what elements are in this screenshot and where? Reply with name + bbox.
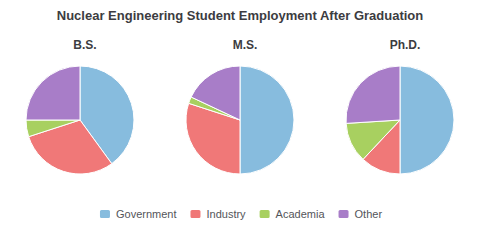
- svg-text:Academia: Academia: [276, 208, 326, 220]
- svg-text:M.S.: M.S.: [233, 38, 258, 52]
- svg-text:Industry: Industry: [206, 208, 246, 220]
- svg-text:Government: Government: [116, 208, 177, 220]
- svg-text:Ph.D.: Ph.D.: [390, 38, 421, 52]
- svg-text:B.S.: B.S.: [73, 38, 96, 52]
- svg-text:Other: Other: [355, 208, 383, 220]
- svg-text:Nuclear Engineering Student Em: Nuclear Engineering Student Employment A…: [57, 8, 424, 23]
